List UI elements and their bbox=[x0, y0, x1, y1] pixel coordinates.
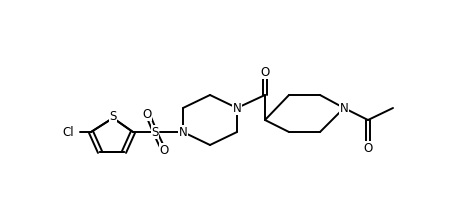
Text: O: O bbox=[142, 107, 152, 121]
Text: O: O bbox=[160, 143, 168, 157]
Text: O: O bbox=[260, 65, 270, 79]
Text: Cl: Cl bbox=[62, 125, 74, 139]
Text: N: N bbox=[179, 125, 187, 139]
Text: S: S bbox=[110, 110, 117, 123]
Text: N: N bbox=[340, 101, 348, 115]
Text: O: O bbox=[363, 141, 373, 155]
Text: S: S bbox=[151, 125, 159, 139]
Text: N: N bbox=[233, 101, 241, 115]
